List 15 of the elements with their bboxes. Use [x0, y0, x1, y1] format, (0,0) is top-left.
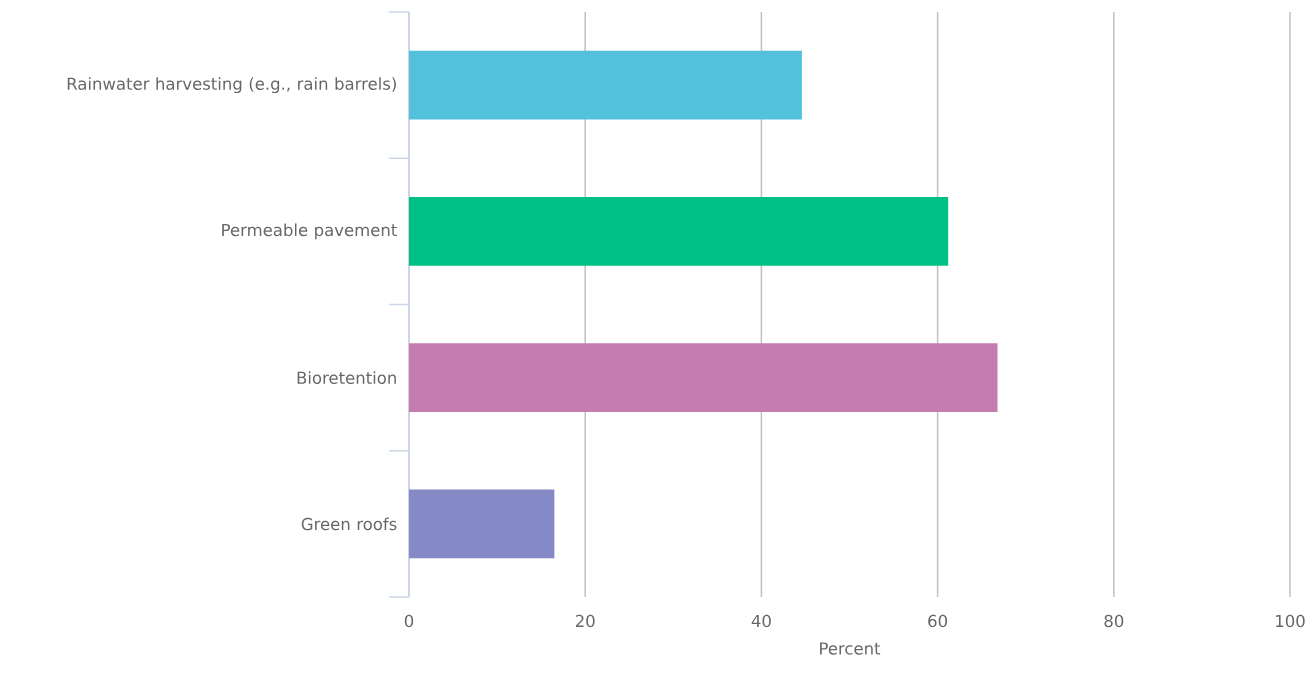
bar: [409, 489, 555, 559]
x-tick-label: 40: [751, 614, 771, 628]
y-tick-label: Green roofs: [301, 517, 397, 531]
x-tick-label: 100: [1276, 614, 1305, 628]
x-tick-label: 0: [404, 614, 414, 628]
bar: [409, 343, 998, 412]
bar: [409, 50, 802, 120]
x-tick-label: 60: [928, 614, 948, 628]
x-tick-label: 20: [575, 614, 595, 628]
bar: [409, 197, 949, 266]
x-tick-label: 80: [1104, 614, 1124, 628]
y-tick-label: Bioretention: [297, 371, 396, 385]
y-tick-label: Permeable pavement: [222, 223, 397, 240]
x-axis-title: Percent: [820, 642, 881, 655]
y-tick-label: Rainwater harvesting (e.g., rain barrels): [67, 77, 396, 94]
